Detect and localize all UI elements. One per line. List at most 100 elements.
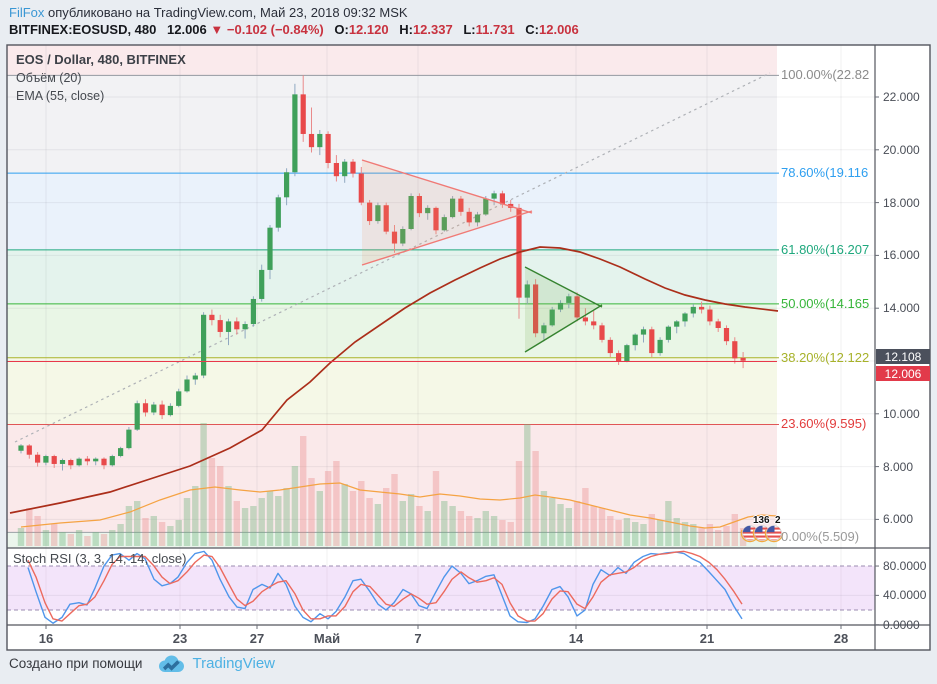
candle-body — [499, 193, 505, 204]
last-price: 12.006 — [167, 22, 207, 37]
candle-body — [491, 193, 497, 199]
volume-bar — [59, 532, 66, 546]
candle-body — [284, 172, 290, 198]
author-link[interactable]: FilFox — [9, 5, 45, 20]
fib-zone — [7, 532, 777, 548]
price-axis-label: 10.000 — [883, 406, 920, 421]
volume-bar — [374, 504, 382, 546]
candle-body — [466, 211, 472, 223]
candle-body — [524, 284, 530, 298]
volume-bar — [681, 522, 689, 546]
volume-bar — [490, 516, 498, 546]
candle-body — [533, 284, 539, 334]
last-price-badge: 12.006 — [876, 366, 930, 381]
candle-body — [383, 205, 389, 232]
idea-flag-count[interactable]: 13 — [753, 515, 765, 526]
price-axis-label: 6.000 — [883, 512, 914, 527]
candle-body — [275, 197, 281, 228]
volume-bar — [250, 506, 257, 546]
legend-volume-study[interactable]: Объём (20) — [16, 71, 82, 85]
volume-bar — [349, 491, 357, 546]
legend-ema-study[interactable]: EMA (55, close) — [16, 89, 105, 103]
volume-bar — [92, 532, 99, 546]
candle-body — [425, 207, 431, 214]
ema-line[interactable] — [9, 246, 779, 514]
candle-body — [665, 326, 671, 340]
candle-body — [458, 198, 464, 212]
candle-body — [607, 339, 613, 354]
candle-body — [109, 456, 115, 466]
stoch-rsi-legend[interactable]: Stoch RSI (3, 3, 14, 14, close) — [13, 551, 187, 566]
close-label: C: — [525, 22, 539, 37]
volume-bar — [291, 466, 299, 546]
tradingview-brand-link[interactable]: TradingView — [192, 655, 276, 672]
volume-bar — [391, 474, 398, 546]
volume-bar — [283, 488, 290, 546]
price-change: −0.102 (−0.84%) — [226, 22, 324, 37]
widget-border — [6, 44, 931, 651]
volume-bar — [399, 501, 406, 546]
volume-ma-line — [20, 482, 778, 529]
trendline[interactable] — [14, 72, 771, 443]
fib-level-label: 38.20%(12.122 — [781, 349, 870, 365]
fib-level-label: 0.00%(5.509) — [781, 529, 860, 544]
volume-bar — [482, 511, 489, 546]
candle-body — [400, 229, 406, 244]
candle-body — [441, 217, 447, 231]
volume-bar — [225, 486, 232, 546]
high-label: H: — [399, 22, 413, 37]
idea-flag-count[interactable]: 6 — [764, 515, 770, 526]
stoch-band — [7, 566, 875, 611]
candle-body — [93, 458, 99, 462]
idea-flag-count[interactable]: 2 — [775, 515, 781, 526]
legend-symbol-title[interactable]: EOS / Dollar, 480, BITFINEX — [16, 52, 186, 67]
candle-body — [59, 460, 66, 464]
candle-body — [35, 454, 41, 463]
pennant-1-upper[interactable] — [361, 159, 533, 214]
pennant-2-lower[interactable] — [524, 304, 603, 353]
idea-flag-icon[interactable] — [764, 523, 784, 543]
fib-zone — [7, 250, 777, 304]
candle-body — [234, 321, 240, 330]
volume-bar — [51, 524, 58, 546]
volume-bar — [441, 501, 448, 546]
volume-bar — [615, 520, 622, 546]
pennant-1-lower[interactable] — [361, 210, 533, 266]
volume-bar — [731, 514, 738, 546]
volume-bar — [515, 461, 523, 546]
candle-body — [26, 445, 32, 455]
stoch-k-line — [27, 550, 743, 624]
volume-bar — [258, 498, 265, 546]
candle-body — [699, 306, 705, 310]
tradingview-logo-icon[interactable] — [158, 654, 185, 673]
candle-body — [549, 309, 555, 326]
fib-zone — [7, 45, 777, 75]
volume-bar — [698, 528, 705, 546]
candle-body — [715, 321, 721, 328]
candle-body — [267, 227, 273, 270]
volume-bar — [100, 534, 108, 546]
footer-text: Создано при помощи — [9, 656, 143, 671]
candle-body — [367, 202, 373, 222]
candle-body — [118, 448, 124, 457]
high-value: 12.337 — [412, 22, 453, 37]
candle-body — [616, 353, 622, 361]
volume-bar — [34, 516, 41, 546]
volume-bar — [507, 522, 514, 546]
candle-body — [557, 302, 564, 310]
candle-body — [333, 163, 339, 177]
volume-bar — [67, 534, 74, 546]
volume-bar — [233, 501, 240, 546]
pennant-2-upper[interactable] — [524, 266, 603, 308]
candle-body — [201, 314, 207, 376]
volume-bar — [324, 471, 332, 546]
candle-body — [483, 198, 489, 215]
candle-body — [624, 345, 630, 361]
candle-body — [416, 196, 422, 214]
fib-level-label: 78.60%(19.116 — [781, 165, 869, 181]
candle-body — [740, 357, 746, 361]
volume-bar — [75, 530, 83, 546]
volume-bar — [540, 491, 548, 546]
volume-bar — [665, 501, 672, 546]
